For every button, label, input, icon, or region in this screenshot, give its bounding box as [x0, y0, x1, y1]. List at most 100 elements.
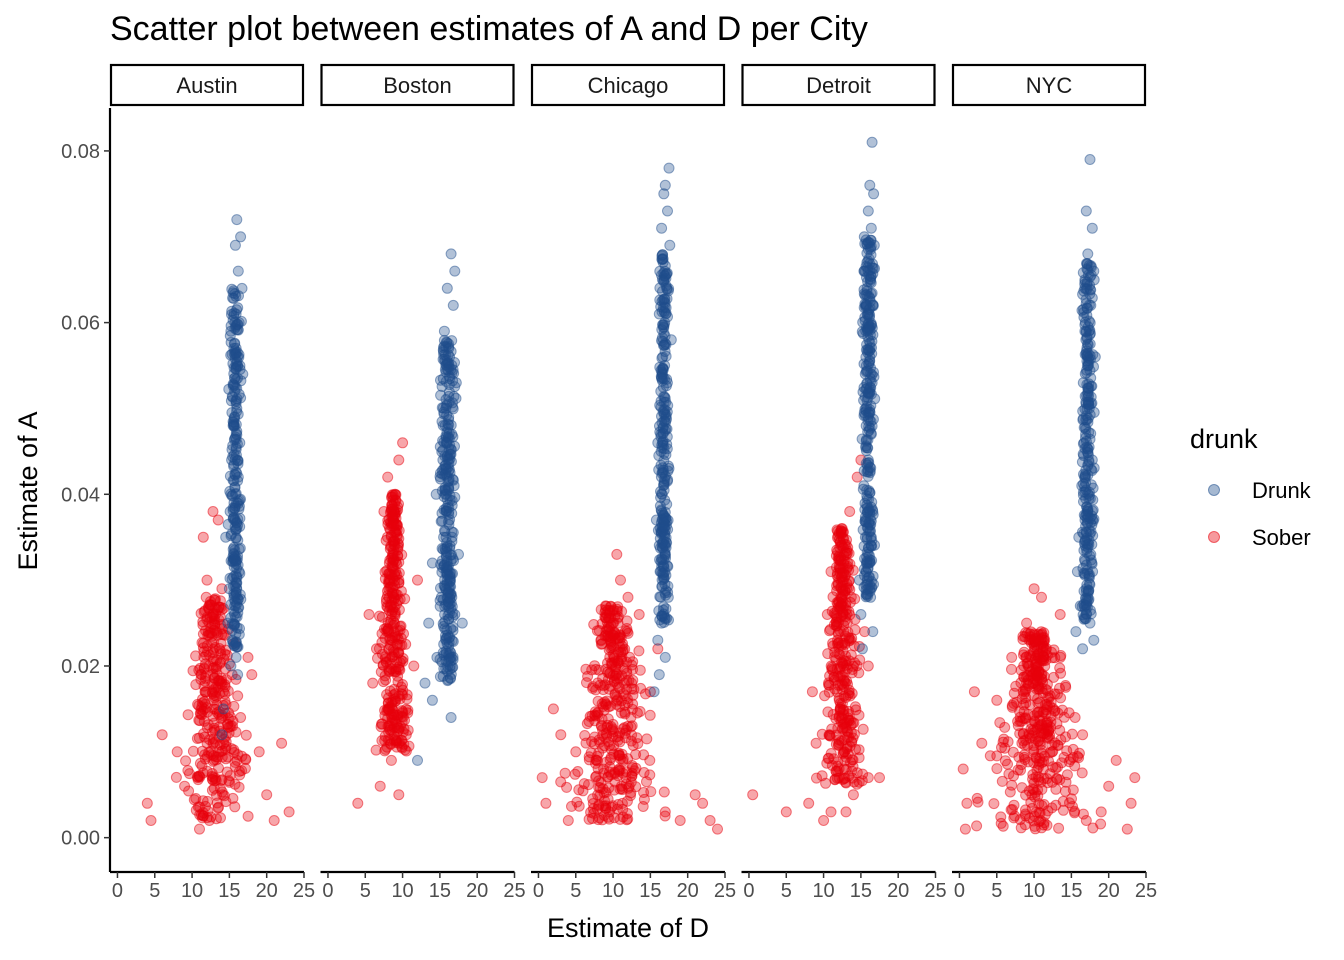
- point-sober: [609, 766, 621, 778]
- point-drunk: [231, 622, 243, 634]
- point-drunk: [658, 188, 670, 200]
- point-sober: [1008, 799, 1020, 811]
- point-drunk: [438, 334, 450, 346]
- point-sober: [581, 718, 593, 730]
- point-sober: [1021, 617, 1033, 629]
- point-sober: [633, 645, 645, 657]
- point-sober: [1014, 711, 1026, 723]
- point-drunk: [656, 617, 668, 629]
- point-drunk: [440, 634, 452, 646]
- point-sober: [836, 735, 848, 747]
- point-sober: [847, 717, 859, 729]
- point-sober: [999, 721, 1011, 733]
- point-sober: [387, 563, 399, 575]
- point-drunk: [225, 660, 237, 672]
- point-sober: [374, 780, 386, 792]
- point-sober: [614, 750, 626, 762]
- point-sober: [246, 669, 258, 681]
- point-drunk: [862, 325, 874, 337]
- point-sober: [390, 663, 402, 675]
- point-sober: [596, 814, 608, 826]
- point-drunk: [656, 222, 668, 234]
- point-sober: [627, 698, 639, 710]
- point-sober: [242, 810, 254, 822]
- point-sober: [1066, 728, 1078, 740]
- x-tick-label: 5: [149, 880, 160, 902]
- point-sober: [1036, 591, 1047, 603]
- point-drunk: [862, 466, 874, 478]
- point-drunk: [233, 566, 245, 578]
- point-drunk: [658, 554, 669, 566]
- point-drunk: [859, 531, 871, 543]
- x-tick-label: 15: [218, 880, 240, 902]
- point-sober: [208, 782, 220, 794]
- point-sober: [826, 723, 838, 735]
- point-drunk: [223, 383, 235, 395]
- point-sober: [1045, 710, 1057, 722]
- point-drunk: [660, 423, 672, 435]
- point-drunk: [862, 205, 874, 217]
- point-drunk: [661, 268, 673, 280]
- point-drunk: [227, 420, 239, 432]
- point-drunk: [237, 368, 249, 380]
- legend-title: drunk: [1190, 424, 1258, 454]
- point-sober: [616, 670, 628, 682]
- point-sober: [156, 729, 168, 741]
- point-sober: [352, 797, 364, 809]
- point-drunk: [445, 623, 457, 635]
- point-drunk: [865, 274, 877, 286]
- x-tick-label: 25: [1135, 880, 1157, 902]
- point-sober: [206, 627, 217, 639]
- point-sober: [823, 677, 835, 689]
- point-sober: [1125, 797, 1137, 809]
- point-drunk: [230, 532, 242, 543]
- point-drunk: [1077, 377, 1089, 389]
- point-sober: [638, 767, 650, 778]
- point-drunk: [440, 402, 452, 414]
- point-drunk: [865, 591, 877, 603]
- point-drunk: [1085, 299, 1097, 311]
- x-tick-label: 0: [743, 880, 754, 902]
- point-drunk: [234, 437, 246, 449]
- point-drunk: [229, 385, 241, 397]
- point-sober: [836, 592, 848, 604]
- point-sober: [874, 772, 885, 784]
- point-drunk: [443, 506, 455, 517]
- point-drunk: [225, 612, 237, 624]
- point-sober: [170, 771, 182, 783]
- point-sober: [184, 768, 195, 780]
- point-drunk: [444, 494, 456, 506]
- point-sober: [194, 823, 205, 835]
- point-sober: [611, 695, 623, 707]
- point-sober: [378, 676, 389, 688]
- point-sober: [197, 619, 209, 631]
- point-sober: [232, 690, 244, 702]
- point-sober: [392, 550, 404, 562]
- point-sober: [957, 763, 969, 775]
- point-drunk: [431, 651, 443, 663]
- point-sober: [385, 754, 397, 766]
- point-drunk: [1080, 205, 1092, 217]
- point-sober: [1015, 664, 1027, 676]
- legend: drunk Drunk Sober: [1190, 424, 1312, 550]
- point-sober: [1017, 685, 1029, 697]
- point-sober: [1033, 771, 1044, 783]
- point-sober: [1057, 804, 1069, 816]
- point-drunk: [232, 669, 244, 681]
- point-sober: [1004, 786, 1016, 798]
- point-sober: [215, 648, 227, 660]
- point-drunk: [659, 540, 671, 552]
- point-sober: [1031, 661, 1043, 672]
- x-tick-label: 0: [533, 880, 544, 902]
- point-drunk: [1071, 566, 1083, 578]
- point-sober: [1061, 745, 1073, 757]
- x-tick-label: 5: [991, 880, 1002, 902]
- facet-points: [141, 214, 295, 835]
- point-drunk: [656, 488, 668, 500]
- point-sober: [1069, 807, 1080, 819]
- point-sober: [562, 815, 574, 826]
- point-sober: [1046, 646, 1057, 658]
- point-drunk: [653, 308, 665, 320]
- point-sober: [862, 660, 874, 672]
- point-drunk: [659, 373, 670, 385]
